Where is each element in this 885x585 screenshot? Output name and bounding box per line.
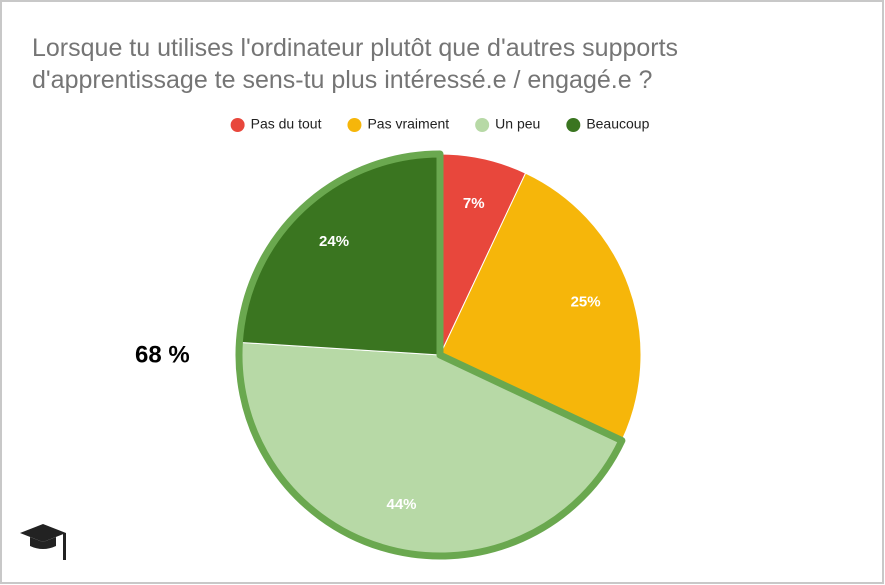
value-label: 25%: [571, 294, 601, 311]
legend-swatch: [230, 118, 245, 132]
value-label: 7%: [463, 195, 485, 212]
chart-title-line-2: d'apprentissage te sens-tu plus intéress…: [32, 66, 652, 94]
legend-label: Beaucoup: [586, 116, 649, 132]
annotation: 68 %: [135, 341, 190, 368]
value-label: 24%: [319, 233, 349, 250]
legend-swatch: [475, 118, 490, 132]
legend-label: Pas du tout: [251, 116, 322, 132]
legend-swatch: [347, 118, 362, 132]
chart-title-line-1: Lorsque tu utilises l'ordinateur plutôt …: [32, 34, 678, 62]
legend-label: Pas vraiment: [367, 116, 449, 132]
highlight-outline: [235, 150, 626, 560]
value-label: 44%: [386, 496, 416, 513]
legend: Pas du tout Pas vraiment Un peu Beaucoup: [230, 116, 650, 132]
legend-swatch: [566, 118, 581, 132]
pie-slice: [439, 172, 642, 442]
legend-label: Un peu: [495, 116, 540, 132]
graduation-cap-icon: [20, 524, 66, 560]
